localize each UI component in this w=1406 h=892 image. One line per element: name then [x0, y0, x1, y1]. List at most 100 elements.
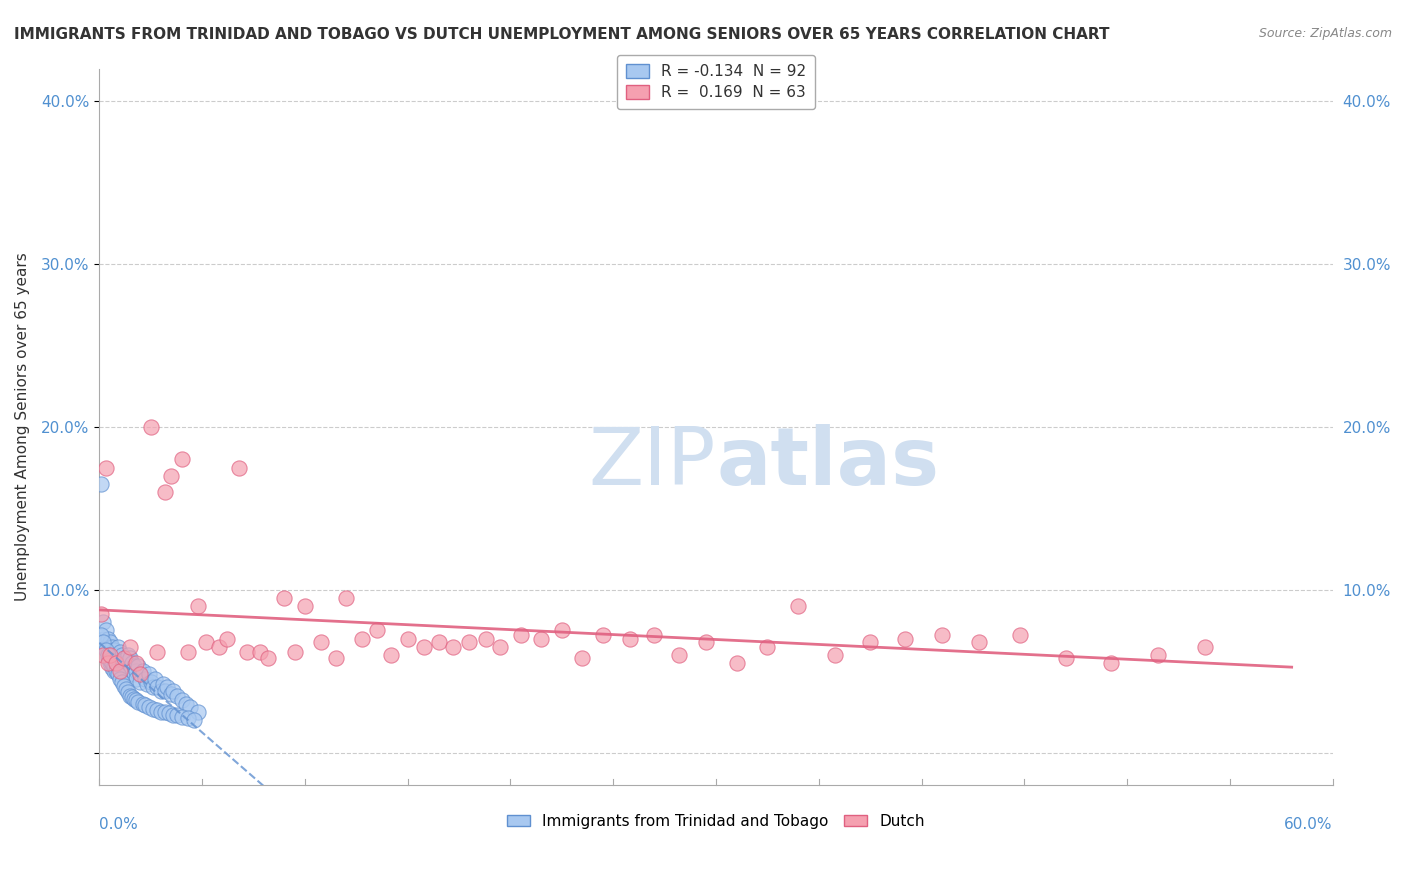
Legend: Immigrants from Trinidad and Tobago, Dutch: Immigrants from Trinidad and Tobago, Dut… — [501, 807, 931, 835]
Point — [134, 672, 156, 686]
Text: ZIP: ZIP — [589, 424, 716, 501]
Point — [967, 634, 990, 648]
Point — [98, 634, 121, 648]
Point — [100, 651, 122, 665]
Point — [93, 632, 115, 646]
Point — [571, 651, 593, 665]
Point — [170, 709, 193, 723]
Point — [104, 664, 127, 678]
Point — [257, 651, 280, 665]
Point — [1054, 651, 1077, 665]
Point — [787, 599, 810, 613]
Point — [170, 693, 193, 707]
Point — [117, 648, 139, 662]
Point — [135, 677, 157, 691]
Point — [725, 656, 748, 670]
Point — [107, 640, 129, 654]
Point — [129, 667, 152, 681]
Point — [150, 683, 173, 698]
Point — [592, 628, 614, 642]
Point — [352, 632, 374, 646]
Text: 60.0%: 60.0% — [1284, 817, 1333, 832]
Point — [273, 591, 295, 605]
Point — [121, 656, 143, 670]
Point — [427, 634, 450, 648]
Text: IMMIGRANTS FROM TRINIDAD AND TOBAGO VS DUTCH UNEMPLOYMENT AMONG SENIORS OVER 65 : IMMIGRANTS FROM TRINIDAD AND TOBAGO VS D… — [14, 27, 1109, 42]
Point — [90, 476, 112, 491]
Point — [153, 683, 176, 698]
Point — [139, 419, 162, 434]
Point — [111, 675, 134, 690]
Point — [108, 664, 131, 678]
Point — [96, 656, 118, 670]
Point — [335, 591, 357, 605]
Point — [104, 656, 127, 670]
Point — [98, 653, 121, 667]
Point — [100, 661, 122, 675]
Point — [127, 659, 149, 673]
Point — [1194, 640, 1216, 654]
Point — [96, 648, 118, 662]
Point — [894, 632, 917, 646]
Point — [509, 628, 531, 642]
Point — [94, 643, 117, 657]
Point — [458, 634, 481, 648]
Point — [138, 667, 160, 681]
Point — [162, 683, 184, 698]
Point — [120, 689, 142, 703]
Point — [668, 648, 690, 662]
Point — [931, 628, 953, 642]
Point — [284, 644, 307, 658]
Point — [120, 664, 142, 678]
Point — [195, 634, 218, 648]
Point — [96, 651, 118, 665]
Point — [107, 664, 129, 678]
Point — [100, 640, 122, 654]
Text: Source: ZipAtlas.com: Source: ZipAtlas.com — [1258, 27, 1392, 40]
Point — [117, 661, 139, 675]
Point — [94, 460, 117, 475]
Point — [125, 672, 148, 686]
Point — [146, 703, 169, 717]
Point — [249, 644, 271, 658]
Point — [90, 628, 112, 642]
Point — [150, 705, 173, 719]
Point — [129, 675, 152, 690]
Point — [98, 656, 121, 670]
Point — [104, 648, 127, 662]
Point — [127, 695, 149, 709]
Point — [103, 653, 125, 667]
Point — [413, 640, 436, 654]
Point — [134, 698, 156, 713]
Point — [177, 644, 200, 658]
Point — [131, 664, 153, 678]
Point — [1010, 628, 1032, 642]
Point — [143, 672, 166, 686]
Point — [96, 644, 118, 658]
Point — [294, 599, 316, 613]
Point — [170, 452, 193, 467]
Point — [824, 648, 846, 662]
Point — [103, 659, 125, 673]
Point — [124, 667, 146, 681]
Point — [120, 640, 142, 654]
Point — [228, 460, 250, 475]
Point — [124, 659, 146, 673]
Point — [551, 624, 574, 638]
Point — [162, 708, 184, 723]
Point — [90, 607, 112, 621]
Point — [311, 634, 333, 648]
Point — [120, 651, 142, 665]
Point — [160, 468, 183, 483]
Point — [1099, 656, 1122, 670]
Point — [131, 697, 153, 711]
Point — [695, 634, 717, 648]
Point — [125, 664, 148, 678]
Point — [530, 632, 553, 646]
Point — [112, 653, 135, 667]
Point — [179, 700, 201, 714]
Point — [366, 624, 388, 638]
Point — [112, 679, 135, 693]
Point — [146, 681, 169, 695]
Point — [380, 648, 402, 662]
